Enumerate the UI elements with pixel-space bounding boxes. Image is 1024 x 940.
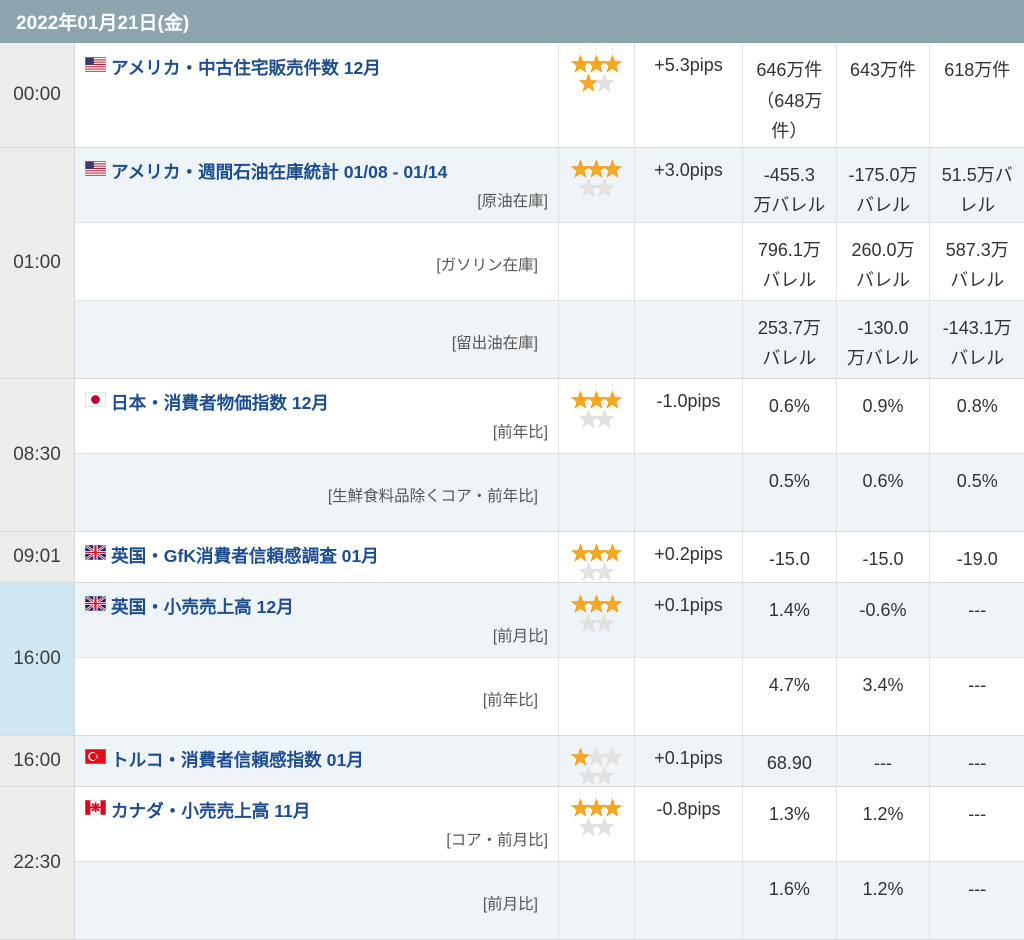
- svg-text:❋: ❋: [90, 800, 101, 815]
